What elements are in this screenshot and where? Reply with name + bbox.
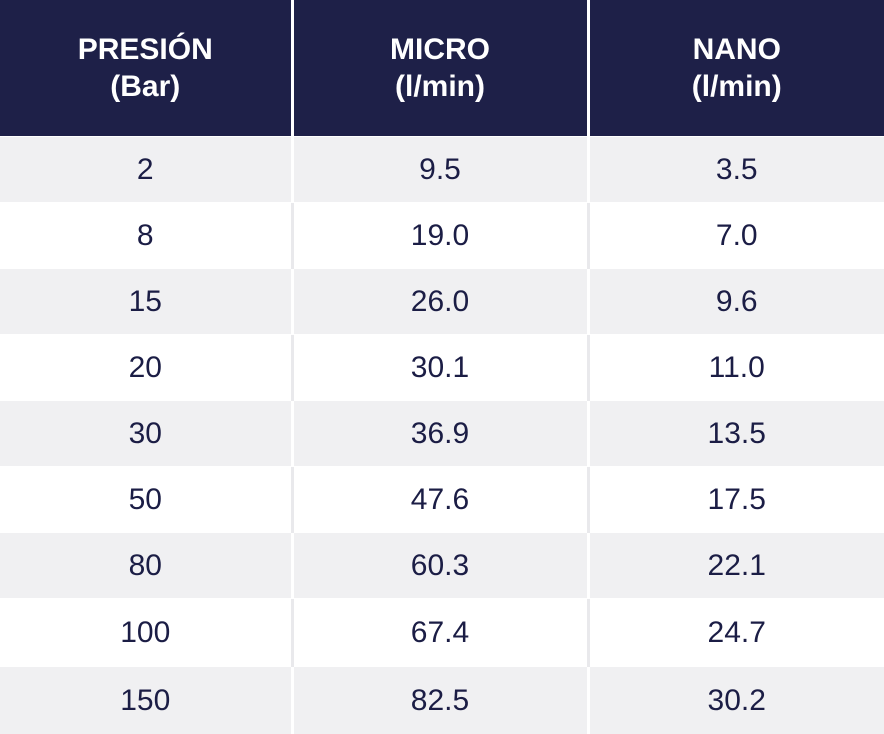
cell-nano: 7.0	[588, 203, 884, 269]
cell-nano: 22.1	[588, 533, 884, 599]
cell-pressure: 20	[0, 335, 292, 401]
cell-nano: 30.2	[588, 667, 884, 734]
table-row: 8 19.0 7.0	[0, 203, 884, 269]
cell-nano: 3.5	[588, 137, 884, 203]
header-row: PRESIÓN (Bar) MICRO (l/min) NANO (l/min)	[0, 0, 884, 137]
table-row: 20 30.1 11.0	[0, 335, 884, 401]
cell-pressure: 8	[0, 203, 292, 269]
cell-micro: 30.1	[292, 335, 588, 401]
header-nano: NANO (l/min)	[588, 0, 884, 137]
cell-pressure: 150	[0, 667, 292, 734]
cell-pressure: 30	[0, 401, 292, 467]
table-row: 2 9.5 3.5	[0, 137, 884, 203]
table-body: 2 9.5 3.5 8 19.0 7.0 15 26.0 9.6 20 30.1…	[0, 137, 884, 734]
header-nano-unit: (l/min)	[590, 68, 884, 105]
header-nano-title: NANO	[590, 31, 884, 68]
cell-nano: 9.6	[588, 269, 884, 335]
table-row: 30 36.9 13.5	[0, 401, 884, 467]
cell-pressure: 80	[0, 533, 292, 599]
cell-pressure: 50	[0, 467, 292, 533]
cell-nano: 17.5	[588, 467, 884, 533]
table-row: 15 26.0 9.6	[0, 269, 884, 335]
cell-micro: 26.0	[292, 269, 588, 335]
table-header: PRESIÓN (Bar) MICRO (l/min) NANO (l/min)	[0, 0, 884, 137]
header-micro-title: MICRO	[294, 31, 587, 68]
header-micro: MICRO (l/min)	[292, 0, 588, 137]
cell-nano: 13.5	[588, 401, 884, 467]
cell-micro: 47.6	[292, 467, 588, 533]
cell-micro: 67.4	[292, 599, 588, 667]
table-row: 80 60.3 22.1	[0, 533, 884, 599]
cell-pressure: 100	[0, 599, 292, 667]
cell-pressure: 2	[0, 137, 292, 203]
cell-micro: 9.5	[292, 137, 588, 203]
cell-micro: 60.3	[292, 533, 588, 599]
header-pressure-unit: (Bar)	[0, 68, 291, 105]
header-pressure: PRESIÓN (Bar)	[0, 0, 292, 137]
cell-micro: 82.5	[292, 667, 588, 734]
cell-pressure: 15	[0, 269, 292, 335]
header-micro-unit: (l/min)	[294, 68, 587, 105]
table-row: 150 82.5 30.2	[0, 667, 884, 734]
header-pressure-title: PRESIÓN	[0, 31, 291, 68]
table-row: 50 47.6 17.5	[0, 467, 884, 533]
cell-nano: 24.7	[588, 599, 884, 667]
cell-nano: 11.0	[588, 335, 884, 401]
cell-micro: 19.0	[292, 203, 588, 269]
cell-micro: 36.9	[292, 401, 588, 467]
table-row: 100 67.4 24.7	[0, 599, 884, 667]
